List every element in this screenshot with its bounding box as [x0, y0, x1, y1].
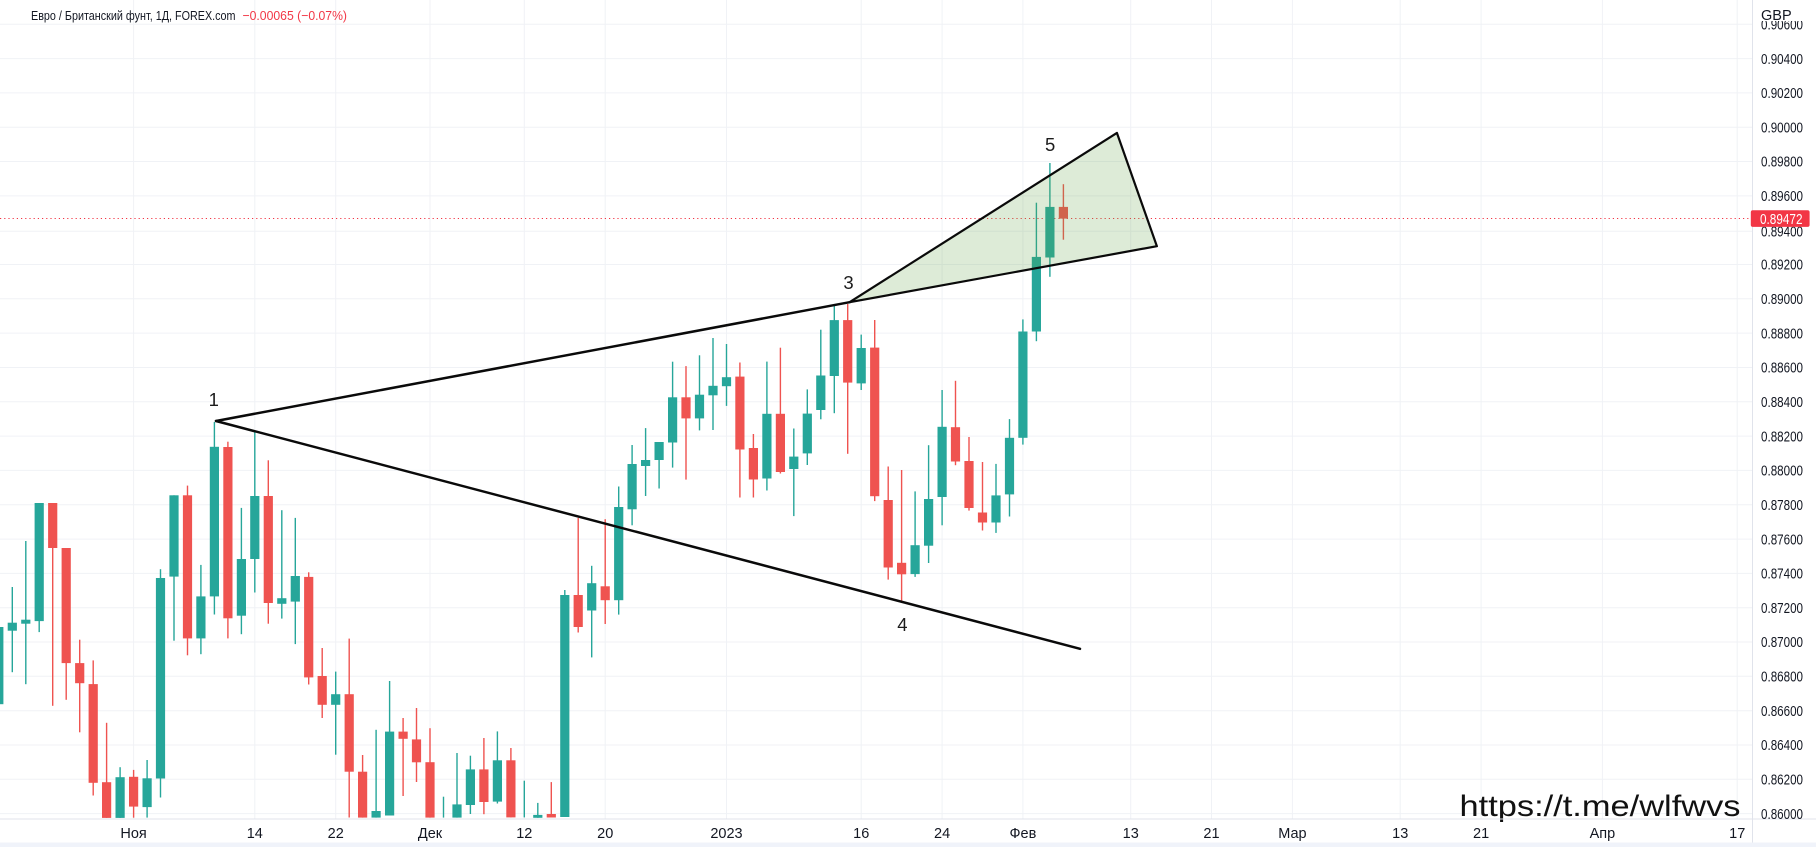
svg-text:5: 5 — [1045, 134, 1055, 155]
svg-text:Апр: Апр — [1590, 826, 1616, 842]
svg-text:0.86000: 0.86000 — [1761, 807, 1803, 823]
svg-text:0.90600: 0.90600 — [1761, 18, 1803, 34]
svg-text:24: 24 — [934, 826, 950, 842]
svg-text:0.86600: 0.86600 — [1761, 704, 1803, 720]
svg-text:0.86200: 0.86200 — [1761, 773, 1803, 789]
svg-text:0.90400: 0.90400 — [1761, 52, 1803, 68]
svg-text:0.87000: 0.87000 — [1761, 635, 1803, 651]
svg-text:0.87200: 0.87200 — [1761, 601, 1803, 617]
svg-text:0.90200: 0.90200 — [1761, 86, 1803, 102]
svg-text:12: 12 — [516, 826, 532, 842]
svg-text:0.88400: 0.88400 — [1761, 395, 1803, 411]
svg-text:https://t.me/wlfwvs: https://t.me/wlfwvs — [1460, 790, 1741, 823]
svg-text:Ноя: Ноя — [120, 826, 146, 842]
svg-text:14: 14 — [247, 826, 263, 842]
svg-text:0.86400: 0.86400 — [1761, 738, 1803, 754]
svg-text:0.89472: 0.89472 — [1760, 212, 1803, 228]
svg-text:0.88600: 0.88600 — [1761, 361, 1803, 377]
svg-text:3: 3 — [843, 272, 853, 293]
svg-text:Мар: Мар — [1278, 826, 1306, 842]
svg-text:Евро / Британский фунт, 1Д, FO: Евро / Британский фунт, 1Д, FOREX.com — [31, 8, 236, 23]
svg-text:21: 21 — [1203, 826, 1219, 842]
svg-text:0.89000: 0.89000 — [1761, 292, 1803, 308]
svg-text:16: 16 — [853, 826, 869, 842]
svg-text:2023: 2023 — [710, 826, 742, 842]
svg-text:13: 13 — [1123, 826, 1139, 842]
svg-text:0.89400: 0.89400 — [1761, 225, 1803, 241]
svg-text:0.88800: 0.88800 — [1761, 326, 1803, 342]
svg-text:0.88200: 0.88200 — [1761, 429, 1803, 445]
svg-text:GBP: GBP — [1761, 8, 1792, 24]
svg-text:22: 22 — [328, 826, 344, 842]
svg-text:1: 1 — [209, 389, 219, 410]
svg-text:13: 13 — [1392, 826, 1408, 842]
svg-text:0.89200: 0.89200 — [1761, 258, 1803, 274]
svg-text:0.88000: 0.88000 — [1761, 464, 1803, 480]
svg-text:0.86800: 0.86800 — [1761, 670, 1803, 686]
svg-text:Дек: Дек — [418, 826, 443, 842]
svg-text:20: 20 — [597, 826, 613, 842]
svg-text:0.87600: 0.87600 — [1761, 532, 1803, 548]
svg-text:0.89800: 0.89800 — [1761, 155, 1803, 171]
svg-text:−0.00065 (−0.07%): −0.00065 (−0.07%) — [243, 8, 348, 23]
svg-text:Фев: Фев — [1010, 826, 1037, 842]
svg-text:4: 4 — [897, 614, 907, 635]
svg-text:21: 21 — [1473, 826, 1489, 842]
svg-text:0.89600: 0.89600 — [1761, 189, 1803, 205]
svg-text:17: 17 — [1729, 826, 1745, 842]
svg-text:0.87800: 0.87800 — [1761, 498, 1803, 514]
svg-text:0.90000: 0.90000 — [1761, 120, 1803, 136]
svg-text:0.87400: 0.87400 — [1761, 567, 1803, 583]
